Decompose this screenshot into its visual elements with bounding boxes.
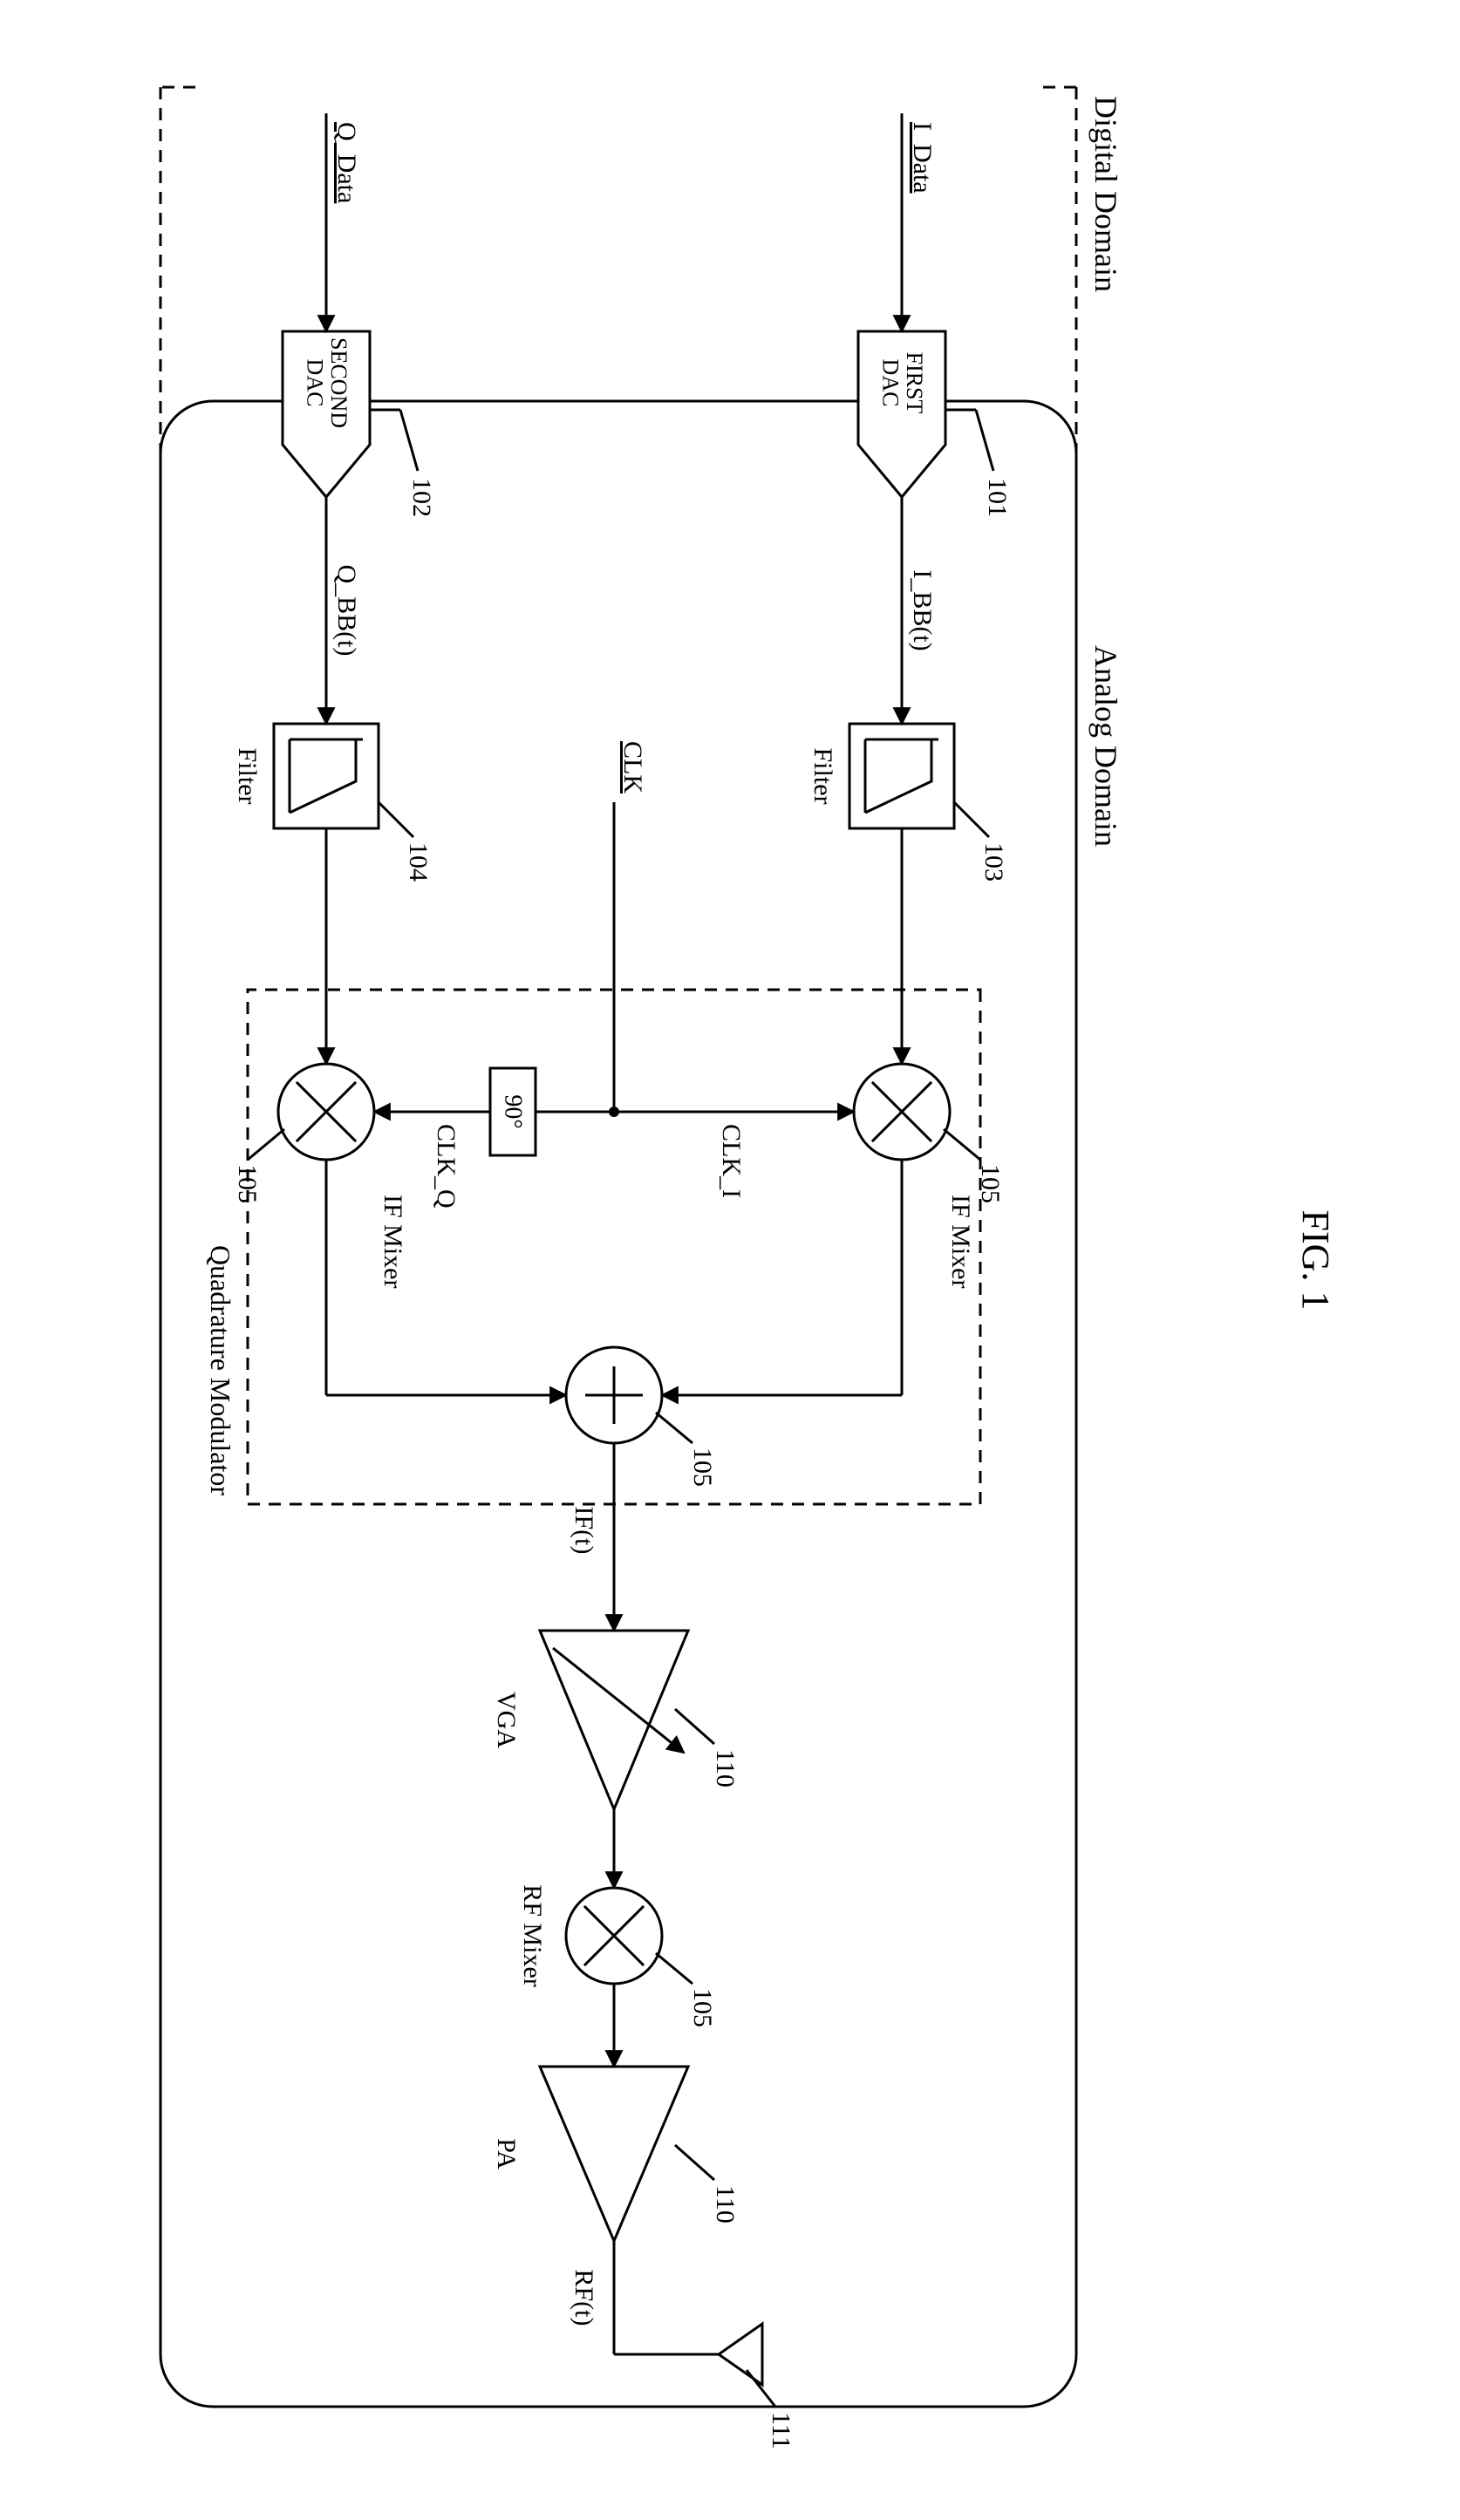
svg-text:FIRSTDAC: FIRSTDAC	[878, 352, 927, 414]
ref-105-rfmix: 105	[688, 1988, 717, 2027]
ref-101: 101	[983, 478, 1012, 517]
ref-105-mixq: 105	[233, 1164, 262, 1203]
vga	[540, 1631, 688, 1809]
clk-i-label: CLK_I	[717, 1124, 746, 1198]
ref-104: 104	[404, 842, 433, 882]
if-mixer-q-label: IF Mixer	[379, 1195, 407, 1289]
pa-label: PA	[492, 2138, 521, 2169]
ref-102: 102	[407, 478, 436, 517]
if-label: IF(t)	[570, 1507, 598, 1555]
i-bb-label: I_BB(t)	[908, 569, 937, 650]
pa	[540, 2067, 688, 2241]
ref-105-sum: 105	[688, 1447, 717, 1487]
antenna-icon	[719, 2324, 762, 2385]
q-data-label: Q_Data	[332, 122, 361, 203]
i-data-label: I_Data	[908, 122, 937, 194]
figure-title: FIG. 1	[1294, 1210, 1337, 1311]
clk-q-label: CLK_Q	[432, 1124, 461, 1209]
rf-mixer-label: RF Mixer	[518, 1884, 547, 1987]
svg-text:90°: 90°	[500, 1094, 527, 1128]
ref-110-vga: 110	[711, 1749, 740, 1788]
ref-103: 103	[979, 842, 1008, 882]
filter-i-label: Filter	[808, 748, 837, 805]
rf-label: RF(t)	[570, 2269, 598, 2326]
analog-domain-label: Analog Domain	[1088, 645, 1123, 847]
if-mixer-i-label: IF Mixer	[946, 1195, 975, 1289]
clk-label: CLK	[618, 741, 647, 793]
q-bb-label: Q_BB(t)	[332, 565, 361, 657]
ref-105-mixi: 105	[976, 1164, 1005, 1203]
vga-label: VGA	[492, 1692, 521, 1748]
filter-q-label: Filter	[233, 748, 262, 805]
ref-110-pa: 110	[711, 2185, 740, 2224]
ref-111: 111	[767, 2412, 795, 2449]
quadrature-modulator-label: Quadrature Modulator	[205, 1245, 236, 1495]
digital-domain-label: Digital Domain	[1088, 96, 1123, 292]
